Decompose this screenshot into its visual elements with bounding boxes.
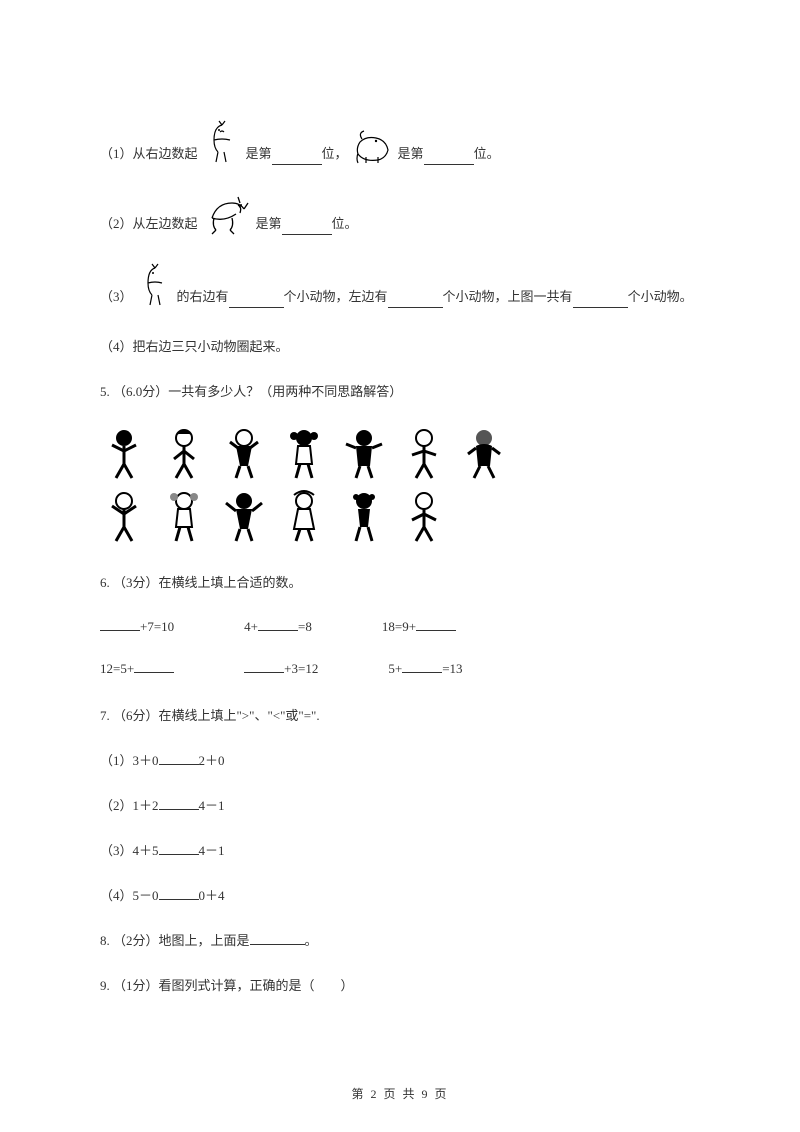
q1-suffix: 位。 (474, 144, 500, 165)
child-icon (280, 426, 328, 481)
q7-item3: （3）4＋54－1 (100, 840, 700, 859)
child-icon (160, 426, 208, 481)
blank-input[interactable] (100, 617, 140, 631)
q2-prefix: （2）从左边数起 (100, 214, 198, 235)
q3-part4: 个小动物。 (628, 287, 693, 308)
q7-item4: （4）5－00＋4 (100, 885, 700, 904)
eq-item: +7=10 (100, 617, 174, 635)
blank-input[interactable] (424, 151, 474, 165)
blank-input[interactable] (134, 659, 174, 673)
blank-input[interactable] (229, 294, 284, 308)
children-row-1 (100, 426, 700, 481)
blank-input[interactable] (244, 659, 284, 673)
child-icon (220, 489, 268, 544)
blank-input[interactable] (388, 294, 443, 308)
q1-mid1: 是第 (246, 144, 272, 165)
q4-line: （4）把右边三只小动物圈起来。 (100, 336, 700, 355)
q8-line: 8. （2分）地图上，上面是。 (100, 930, 700, 949)
horse-icon (202, 193, 252, 235)
q6-row1: +7=10 4+=8 18=9+ (100, 617, 700, 635)
blank-input[interactable] (250, 931, 305, 945)
elephant-icon (352, 127, 394, 165)
blank-input[interactable] (402, 659, 442, 673)
q5-title: 5. （6.0分）一共有多少人？（用两种不同思路解答） (100, 381, 700, 400)
child-icon (400, 426, 448, 481)
blank-input[interactable] (159, 751, 199, 765)
eq-item: 4+=8 (244, 617, 312, 635)
blank-input[interactable] (159, 841, 199, 855)
q9-line: 9. （1分）看图列式计算，正确的是（ ） (100, 975, 700, 994)
q2-line: （2）从左边数起 是第 位。 (100, 193, 700, 235)
deer-icon (202, 120, 242, 165)
q6-row2: 12=5+ +3=12 5+=13 (100, 659, 700, 677)
q1-prefix: （1）从右边数起 (100, 144, 198, 165)
blank-input[interactable] (272, 151, 322, 165)
blank-input[interactable] (282, 221, 332, 235)
children-row-2 (100, 489, 700, 544)
page-footer: 第 2 页 共 9 页 (0, 1085, 800, 1102)
eq-item: +3=12 (244, 659, 318, 677)
q6-title: 6. （3分）在横线上填上合适的数。 (100, 572, 700, 591)
blank-input[interactable] (573, 294, 628, 308)
q7-title: 7. （6分）在横线上填上">"、"<"或"=". (100, 705, 700, 724)
child-icon (100, 489, 148, 544)
q3-line: （3） 的右边有 个小动物，左边有 个小动物，上图一共有 个小动物。 (100, 263, 700, 308)
q1-unit: 位， (322, 144, 348, 165)
q7-item2: （2）1＋24－1 (100, 795, 700, 814)
blank-input[interactable] (159, 796, 199, 810)
child-icon (100, 426, 148, 481)
q3-prefix: （3） (100, 287, 133, 308)
blank-input[interactable] (258, 617, 298, 631)
child-icon (160, 489, 208, 544)
q3-part2: 个小动物，左边有 (284, 287, 388, 308)
eq-item: 12=5+ (100, 659, 174, 677)
blank-input[interactable] (159, 886, 199, 900)
q7-item1: （1）3＋02＋0 (100, 750, 700, 769)
q2-suffix: 位。 (332, 214, 358, 235)
deer-icon (137, 263, 173, 308)
eq-item: 5+=13 (388, 659, 462, 677)
q1-mid2: 是第 (398, 144, 424, 165)
q3-part1: 的右边有 (177, 287, 229, 308)
child-icon (400, 489, 448, 544)
q2-mid: 是第 (256, 214, 282, 235)
child-icon (340, 426, 388, 481)
q1-line: （1）从右边数起 是第 位， 是第 位。 (100, 120, 700, 165)
child-icon (340, 489, 388, 544)
child-icon (280, 489, 328, 544)
q3-part3: 个小动物，上图一共有 (443, 287, 573, 308)
child-icon (220, 426, 268, 481)
blank-input[interactable] (416, 617, 456, 631)
eq-item: 18=9+ (382, 617, 456, 635)
child-icon (460, 426, 508, 481)
